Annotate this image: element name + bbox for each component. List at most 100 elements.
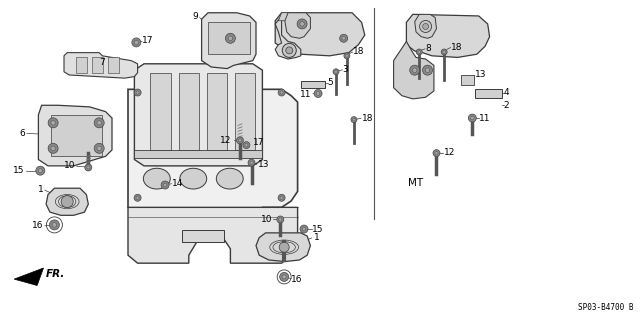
Polygon shape (182, 230, 224, 242)
Circle shape (280, 272, 289, 281)
Circle shape (412, 68, 417, 72)
Circle shape (245, 144, 248, 147)
Circle shape (49, 220, 60, 230)
Circle shape (353, 118, 355, 121)
Circle shape (314, 89, 322, 98)
Circle shape (52, 223, 57, 227)
Polygon shape (134, 150, 262, 158)
Text: SP03-B4700 B: SP03-B4700 B (578, 303, 634, 312)
Circle shape (435, 152, 438, 155)
Polygon shape (76, 57, 87, 73)
Circle shape (134, 89, 141, 96)
Circle shape (300, 225, 308, 233)
Circle shape (346, 55, 348, 57)
Circle shape (250, 161, 253, 164)
Text: 15: 15 (13, 166, 24, 175)
Text: 15: 15 (312, 225, 323, 234)
Circle shape (410, 65, 420, 75)
Polygon shape (134, 64, 262, 166)
Polygon shape (64, 53, 138, 78)
Polygon shape (275, 13, 365, 56)
Text: 7: 7 (99, 58, 105, 67)
Polygon shape (235, 73, 255, 150)
Polygon shape (108, 57, 119, 73)
Text: 16: 16 (32, 221, 44, 230)
Text: 17: 17 (142, 36, 154, 45)
Circle shape (286, 47, 292, 54)
Circle shape (136, 196, 139, 199)
Text: 8: 8 (426, 44, 431, 53)
Polygon shape (51, 115, 102, 156)
Polygon shape (256, 233, 310, 262)
Circle shape (278, 194, 285, 201)
Circle shape (470, 116, 474, 120)
Circle shape (443, 51, 445, 53)
Circle shape (342, 36, 346, 40)
Circle shape (85, 164, 92, 171)
Circle shape (163, 183, 167, 187)
Circle shape (422, 24, 429, 29)
Polygon shape (394, 41, 434, 99)
Circle shape (335, 70, 337, 73)
Circle shape (61, 196, 73, 208)
Polygon shape (179, 73, 199, 150)
Polygon shape (301, 81, 325, 88)
Circle shape (228, 36, 233, 41)
Text: 4: 4 (504, 88, 509, 97)
Circle shape (418, 51, 420, 53)
Text: 5: 5 (328, 78, 333, 87)
Polygon shape (46, 188, 88, 215)
Polygon shape (475, 89, 502, 98)
Circle shape (225, 33, 236, 43)
Polygon shape (92, 57, 103, 73)
Polygon shape (275, 13, 301, 59)
Circle shape (279, 218, 282, 221)
Circle shape (278, 89, 285, 96)
Circle shape (340, 34, 348, 42)
Circle shape (87, 166, 90, 169)
Ellipse shape (143, 168, 170, 189)
Circle shape (97, 146, 102, 151)
Text: 3: 3 (342, 65, 348, 74)
Polygon shape (285, 13, 310, 38)
Text: 17: 17 (253, 138, 264, 147)
Polygon shape (208, 22, 250, 54)
Circle shape (441, 49, 447, 55)
Text: 9: 9 (193, 12, 198, 21)
Text: 16: 16 (291, 275, 303, 284)
Polygon shape (278, 13, 288, 21)
Circle shape (282, 43, 296, 57)
Text: 14: 14 (172, 179, 183, 188)
Circle shape (94, 118, 104, 128)
Circle shape (302, 227, 306, 231)
Polygon shape (461, 75, 474, 85)
Circle shape (248, 159, 255, 166)
Circle shape (344, 53, 350, 59)
Text: 18: 18 (451, 43, 463, 52)
Polygon shape (14, 268, 44, 286)
Polygon shape (150, 73, 171, 150)
Text: 2: 2 (504, 101, 509, 110)
Text: 13: 13 (475, 70, 486, 79)
Circle shape (38, 169, 42, 173)
Circle shape (136, 91, 139, 94)
Circle shape (51, 146, 56, 151)
Circle shape (425, 68, 430, 72)
Circle shape (243, 142, 250, 149)
Circle shape (316, 92, 320, 95)
Text: 13: 13 (258, 160, 269, 169)
Text: MT: MT (408, 178, 423, 189)
Text: 11: 11 (479, 114, 490, 122)
Text: 1: 1 (314, 233, 319, 242)
Circle shape (422, 65, 433, 75)
Text: 11: 11 (300, 90, 312, 99)
Ellipse shape (180, 168, 207, 189)
Polygon shape (415, 14, 436, 38)
Circle shape (134, 41, 138, 44)
Text: 10: 10 (260, 215, 272, 224)
Text: 6: 6 (20, 129, 26, 138)
Text: 12: 12 (220, 136, 232, 145)
Polygon shape (207, 73, 227, 150)
Circle shape (351, 117, 357, 122)
Circle shape (48, 143, 58, 153)
